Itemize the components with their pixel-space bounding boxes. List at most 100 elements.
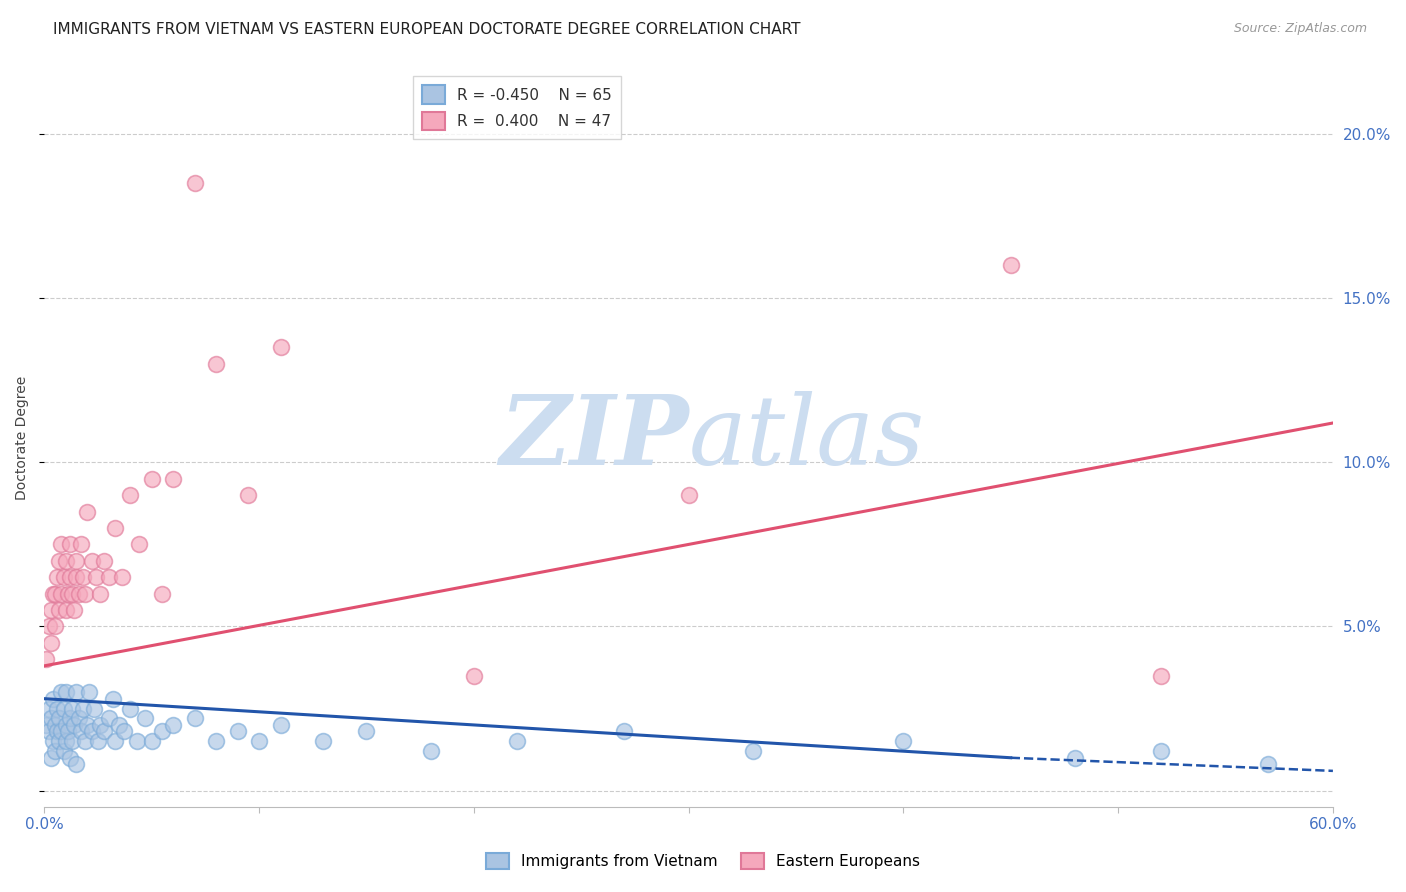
Point [69,724,91,739]
Point [183,711,205,725]
Point [59,711,82,725]
Point [128,537,150,551]
Point [56,587,79,601]
Point [742,744,765,758]
Point [247,734,270,748]
Point [55,685,77,699]
Point [51,724,73,739]
Point [48,711,70,725]
Point [75,587,97,601]
Point [89,587,111,601]
Point [38,701,60,715]
Point [52,701,75,715]
Point [65,554,87,568]
Point [1150,744,1173,758]
Point [55,734,77,748]
Point [67,587,90,601]
Point [112,724,135,739]
Legend: R = -0.450    N = 65, R =  0.400    N = 47: R = -0.450 N = 65, R = 0.400 N = 47 [413,76,621,139]
Point [46,570,69,584]
Point [59,570,82,584]
Point [270,341,292,355]
Point [110,570,132,584]
Point [39,750,62,764]
Point [46,701,69,715]
Point [89,718,111,732]
Point [44,744,66,758]
Point [48,554,70,568]
Point [419,744,441,758]
Point [42,691,65,706]
Point [226,724,249,739]
Point [38,724,60,739]
Point [48,734,70,748]
Point [51,685,73,699]
Point [97,711,120,725]
Point [1257,757,1279,772]
Point [152,724,174,739]
Point [80,554,103,568]
Point [312,734,335,748]
Point [104,734,127,748]
Point [46,724,69,739]
Point [39,603,62,617]
Point [52,570,75,584]
Point [51,537,73,551]
Point [65,757,87,772]
Point [83,701,105,715]
Point [87,734,110,748]
Point [60,701,83,715]
Text: atlas: atlas [689,391,925,484]
Point [39,711,62,725]
Point [205,734,228,748]
Point [65,685,87,699]
Text: ZIP: ZIP [499,391,689,484]
Point [270,718,292,732]
Point [141,472,163,486]
Point [162,718,184,732]
Point [59,537,82,551]
Point [44,587,66,601]
Point [108,718,131,732]
Point [59,750,82,764]
Point [678,488,700,502]
Point [80,724,103,739]
Point [55,554,77,568]
Point [42,587,65,601]
Point [65,570,87,584]
Point [76,505,98,519]
Point [39,636,62,650]
Point [48,603,70,617]
Point [72,570,94,584]
Point [42,734,65,748]
Point [120,488,142,502]
Point [125,734,148,748]
Point [238,488,260,502]
Point [52,744,75,758]
Point [1064,750,1087,764]
Text: IMMIGRANTS FROM VIETNAM VS EASTERN EUROPEAN DOCTORATE DEGREE CORRELATION CHART: IMMIGRANTS FROM VIETNAM VS EASTERN EUROP… [53,22,801,37]
Point [44,718,66,732]
Point [35,652,58,666]
Point [60,734,83,748]
Point [134,711,156,725]
Point [72,701,94,715]
Point [893,734,915,748]
Point [183,177,205,191]
Point [60,587,83,601]
Point [613,724,636,739]
Point [56,724,79,739]
Point [152,587,174,601]
Point [75,734,97,748]
Point [101,691,124,706]
Point [63,718,86,732]
Point [1150,669,1173,683]
Point [84,570,107,584]
Point [38,619,60,633]
Point [76,718,98,732]
Point [55,718,77,732]
Point [69,537,91,551]
Text: Source: ZipAtlas.com: Source: ZipAtlas.com [1233,22,1367,36]
Point [97,570,120,584]
Point [51,587,73,601]
